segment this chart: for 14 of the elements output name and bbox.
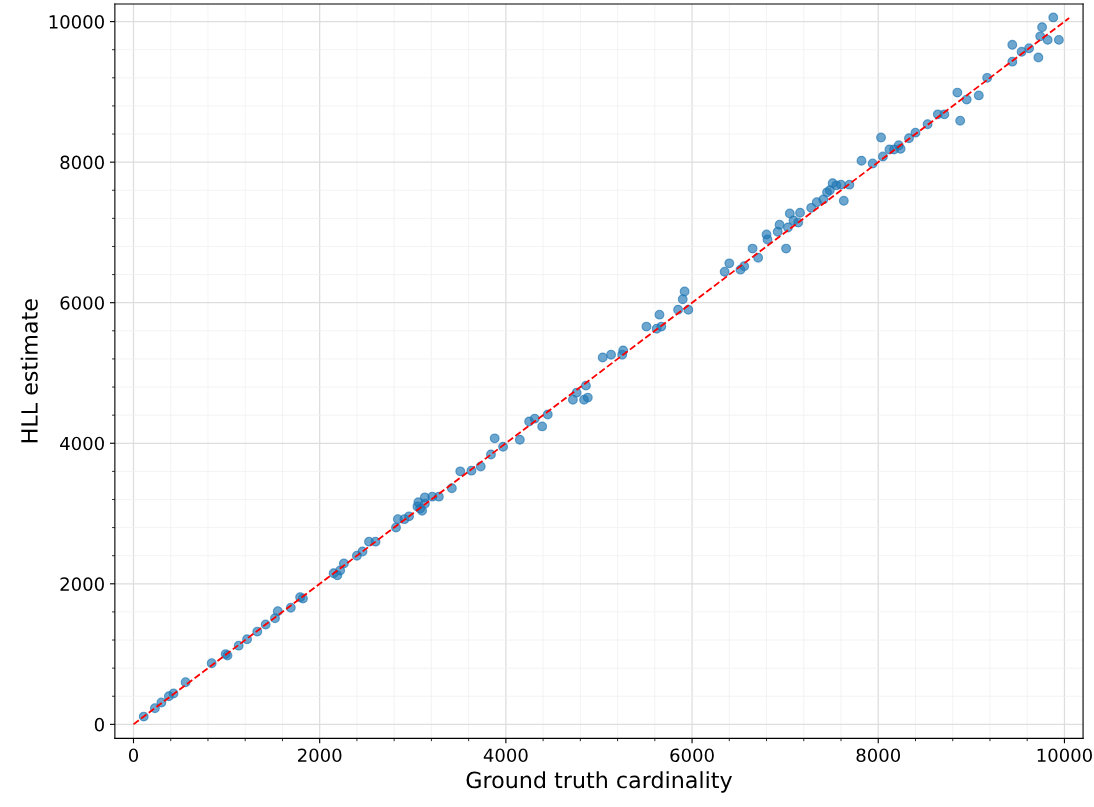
x-tick-label: 0 bbox=[128, 748, 139, 763]
y-tick-label: 4000 bbox=[60, 436, 104, 451]
y-tick-label: 10000 bbox=[49, 15, 104, 29]
y-tick-label: 8000 bbox=[60, 155, 104, 170]
x-axis-title: Ground truth cardinality bbox=[466, 771, 732, 793]
x-tick-label: 10000 bbox=[1037, 748, 1092, 763]
y-axis-title: HLL estimate bbox=[20, 299, 38, 443]
y-tick-label: 6000 bbox=[60, 296, 104, 310]
y-tick-label: 2000 bbox=[60, 577, 104, 591]
x-tick-label: 8000 bbox=[856, 748, 901, 763]
x-tick-label: 6000 bbox=[670, 748, 714, 763]
x-tick-label: 2000 bbox=[298, 748, 342, 763]
y-tick-label: 0 bbox=[94, 717, 104, 732]
x-tick-label: 4000 bbox=[483, 748, 528, 763]
